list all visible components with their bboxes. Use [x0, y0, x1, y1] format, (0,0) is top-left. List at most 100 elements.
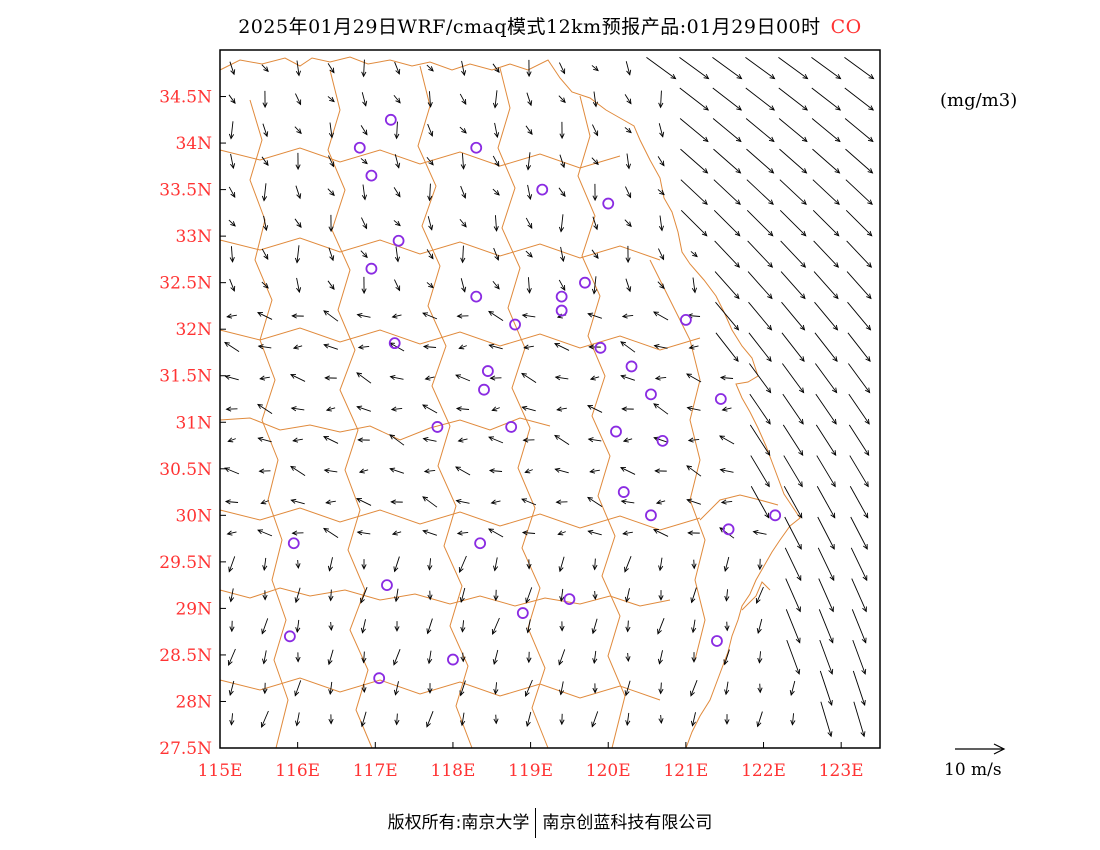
wind-arrow	[293, 345, 303, 349]
wind-arrow-head	[460, 720, 466, 727]
wind-arrow	[750, 486, 770, 518]
wind-arrow	[846, 240, 872, 268]
station-marker	[447, 653, 459, 666]
wind-arrow-head	[526, 657, 532, 664]
wind-arrow-head	[294, 257, 301, 264]
wind-arrow	[489, 344, 503, 350]
wind-arrow-head	[559, 133, 565, 140]
wind-arrow-head	[290, 374, 296, 379]
wind-arrow	[326, 407, 336, 411]
wind-arrow-head	[296, 287, 302, 294]
wind-arrow	[296, 277, 300, 293]
wind-arrow-head	[493, 718, 499, 725]
wind-arrow-head	[263, 131, 269, 138]
wind-arrow-head	[833, 230, 840, 237]
wind-arrow-head	[797, 512, 803, 519]
wind-arrow	[784, 547, 802, 581]
wind-arrow-head	[691, 563, 697, 570]
coastline-boundaries	[219, 56, 801, 749]
wind-arrow	[560, 588, 564, 602]
wind-arrow-head	[521, 498, 528, 504]
wind-arrow-head	[554, 375, 561, 381]
wind-arrow-head	[591, 628, 597, 635]
wind-arrow-head	[456, 313, 463, 319]
wind-arrow-head	[325, 406, 332, 412]
wind-arrow-head	[832, 387, 838, 394]
wind-arrow	[395, 246, 399, 262]
wind-arrow	[554, 343, 570, 351]
wind-arrow-head	[624, 596, 630, 603]
wind-arrow-head	[626, 221, 632, 228]
wind-arrow	[622, 315, 634, 317]
wind-arrow-head	[527, 252, 533, 258]
wind-arrow	[781, 301, 805, 331]
wind-arrow	[591, 711, 599, 727]
wind-arrow-head	[799, 324, 806, 331]
wind-arrow	[327, 280, 335, 290]
wind-arrow	[656, 500, 666, 504]
wind-arrow-head	[527, 223, 533, 229]
wind-arrow	[457, 532, 469, 534]
wind-arrow	[654, 345, 668, 349]
station-marker	[555, 290, 568, 303]
wind-arrow	[686, 373, 702, 383]
wind-arrow-head	[526, 563, 532, 570]
wind-arrow	[853, 701, 865, 737]
wind-arrow-head	[587, 496, 593, 502]
station-marker	[365, 262, 378, 275]
wind-arrow-head	[625, 720, 631, 727]
wind-arrow-head	[621, 406, 627, 412]
wind-arrow-head	[658, 225, 664, 232]
wind-arrow	[679, 87, 709, 111]
wind-arrow	[657, 156, 665, 166]
wind-arrow-head	[833, 262, 840, 268]
wind-arrow	[653, 403, 669, 415]
y-tick-label: 27.5N	[159, 739, 212, 759]
wind-arrow-head	[324, 375, 330, 381]
wind-arrow-head	[764, 481, 770, 488]
wind-arrow	[324, 469, 338, 473]
wind-arrow	[492, 407, 500, 411]
wind-arrow	[261, 710, 269, 728]
wind-arrow-head	[296, 193, 302, 200]
wind-arrow-head	[593, 253, 599, 260]
station-marker	[478, 383, 490, 396]
x-tick-label: 116E	[275, 761, 320, 781]
wind-arrow-head	[795, 668, 801, 675]
wind-arrow-head	[557, 530, 564, 536]
wind-arrow	[659, 650, 663, 664]
wind-arrow-head	[295, 720, 301, 727]
wind-arrow-head	[494, 190, 500, 196]
wind-arrow	[811, 57, 841, 79]
wind-arrow-head	[766, 356, 772, 363]
wind-arrow	[460, 680, 466, 696]
wind-arrow	[230, 246, 234, 262]
wind-arrow	[361, 217, 367, 229]
wind-arrow-head	[800, 293, 806, 300]
wind-arrow	[294, 126, 302, 134]
wind-arrow	[357, 531, 371, 535]
wind-arrow	[428, 558, 432, 570]
wind-arrow	[492, 63, 500, 73]
wind-arrow-head	[493, 225, 499, 232]
wind-arrow	[294, 218, 302, 228]
wind-arrow-head	[790, 719, 796, 726]
wind-arrow-head	[260, 499, 267, 505]
wind-arrow-head	[257, 436, 264, 442]
wind-arrow-head	[757, 687, 763, 694]
wind-arrow-head	[389, 374, 396, 381]
wind-arrow-head	[428, 130, 434, 137]
x-tick-label: 123E	[819, 761, 864, 781]
wind-arrow-head	[829, 606, 834, 613]
wind-arrow	[225, 375, 239, 381]
wind-arrow	[554, 435, 570, 445]
wind-arrow-head	[358, 468, 365, 474]
wind-arrow	[525, 250, 533, 258]
wind-arrow-head	[422, 312, 429, 318]
wind-arrow-head	[591, 288, 598, 295]
wind-arrow	[811, 118, 841, 142]
station-marker	[353, 141, 366, 154]
wind-arrow-head	[458, 566, 464, 573]
wind-arrow	[521, 373, 537, 383]
wind-arrow-head	[357, 437, 363, 443]
